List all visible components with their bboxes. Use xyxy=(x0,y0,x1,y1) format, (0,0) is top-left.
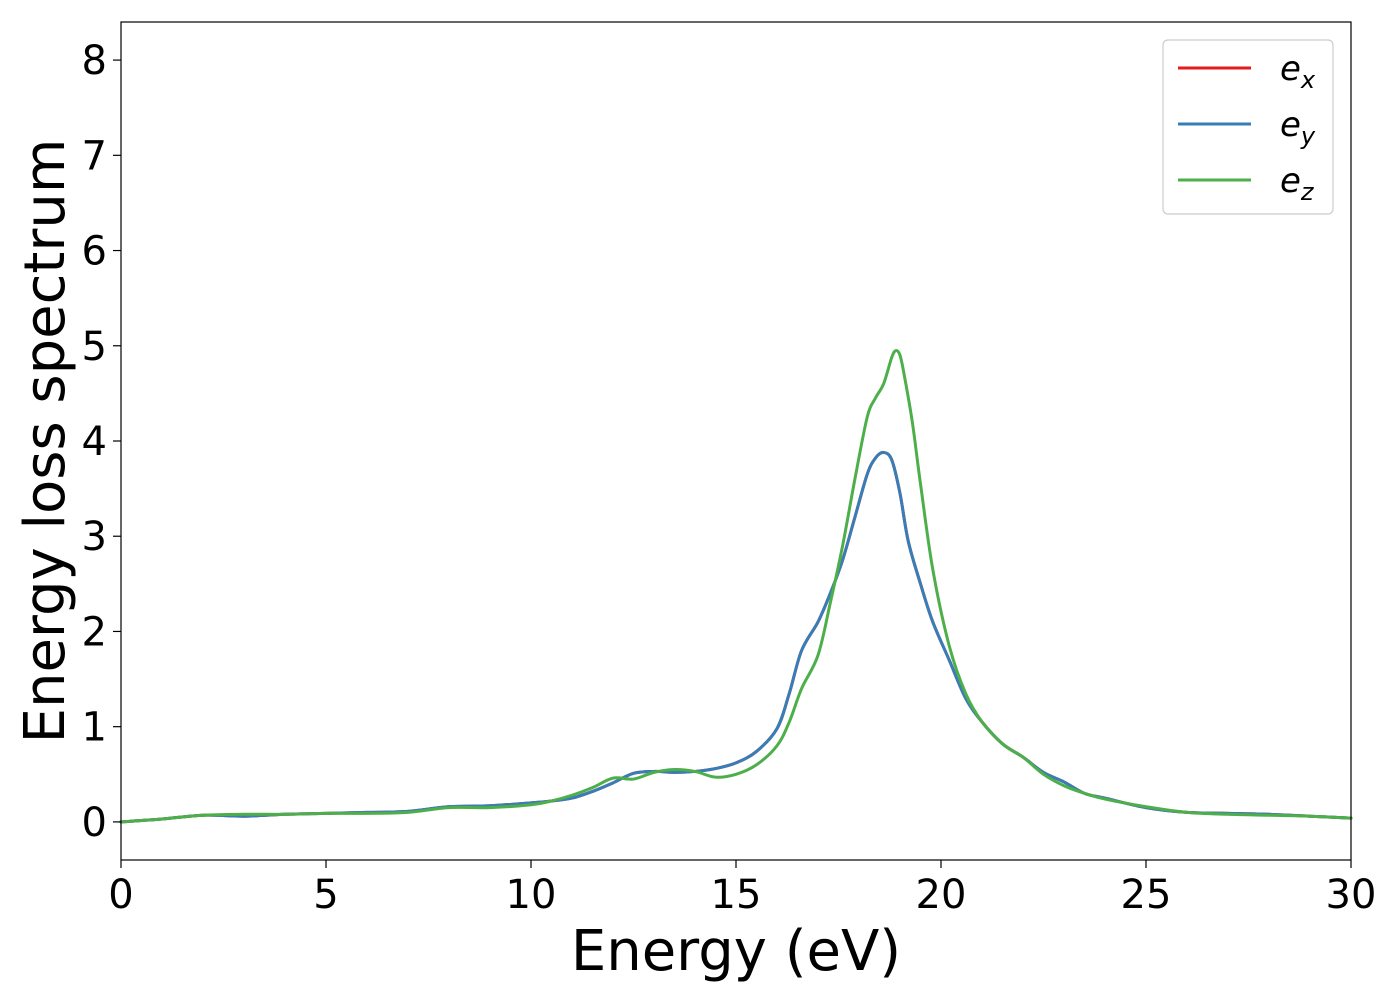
y-tick-label: 1 xyxy=(82,705,107,751)
x-tick-label: 0 xyxy=(108,872,133,918)
y-tick-label: 3 xyxy=(82,514,107,560)
y-axis-ticks: 0 1 2 3 4 5 6 7 8 xyxy=(82,38,121,846)
y-tick-label: 7 xyxy=(82,133,107,179)
legend-box xyxy=(1162,39,1334,215)
y-axis-title: Energy loss spectrum xyxy=(13,139,78,744)
y-tick-label: 8 xyxy=(82,38,107,84)
x-tick-label: 25 xyxy=(1121,872,1172,918)
y-tick-label: 6 xyxy=(82,229,107,275)
y-tick-label: 2 xyxy=(82,609,107,655)
legend-label-e-y: ey xyxy=(1280,105,1316,150)
x-tick-label: 15 xyxy=(711,872,762,918)
plot-area xyxy=(121,22,1351,860)
x-tick-label: 10 xyxy=(506,872,557,918)
y-tick-label: 5 xyxy=(82,324,107,370)
x-axis-ticks: 0 5 10 15 20 25 30 xyxy=(108,860,1376,918)
series-line-e-z xyxy=(119,348,1353,824)
x-tick-label: 5 xyxy=(313,872,338,918)
x-axis-title: Energy (eV) xyxy=(571,919,901,984)
x-tick-label: 20 xyxy=(916,872,967,918)
series-layer xyxy=(119,348,1353,824)
y-tick-label: 0 xyxy=(82,800,107,846)
x-tick-label: 30 xyxy=(1326,872,1377,918)
y-tick-label: 4 xyxy=(82,419,107,465)
